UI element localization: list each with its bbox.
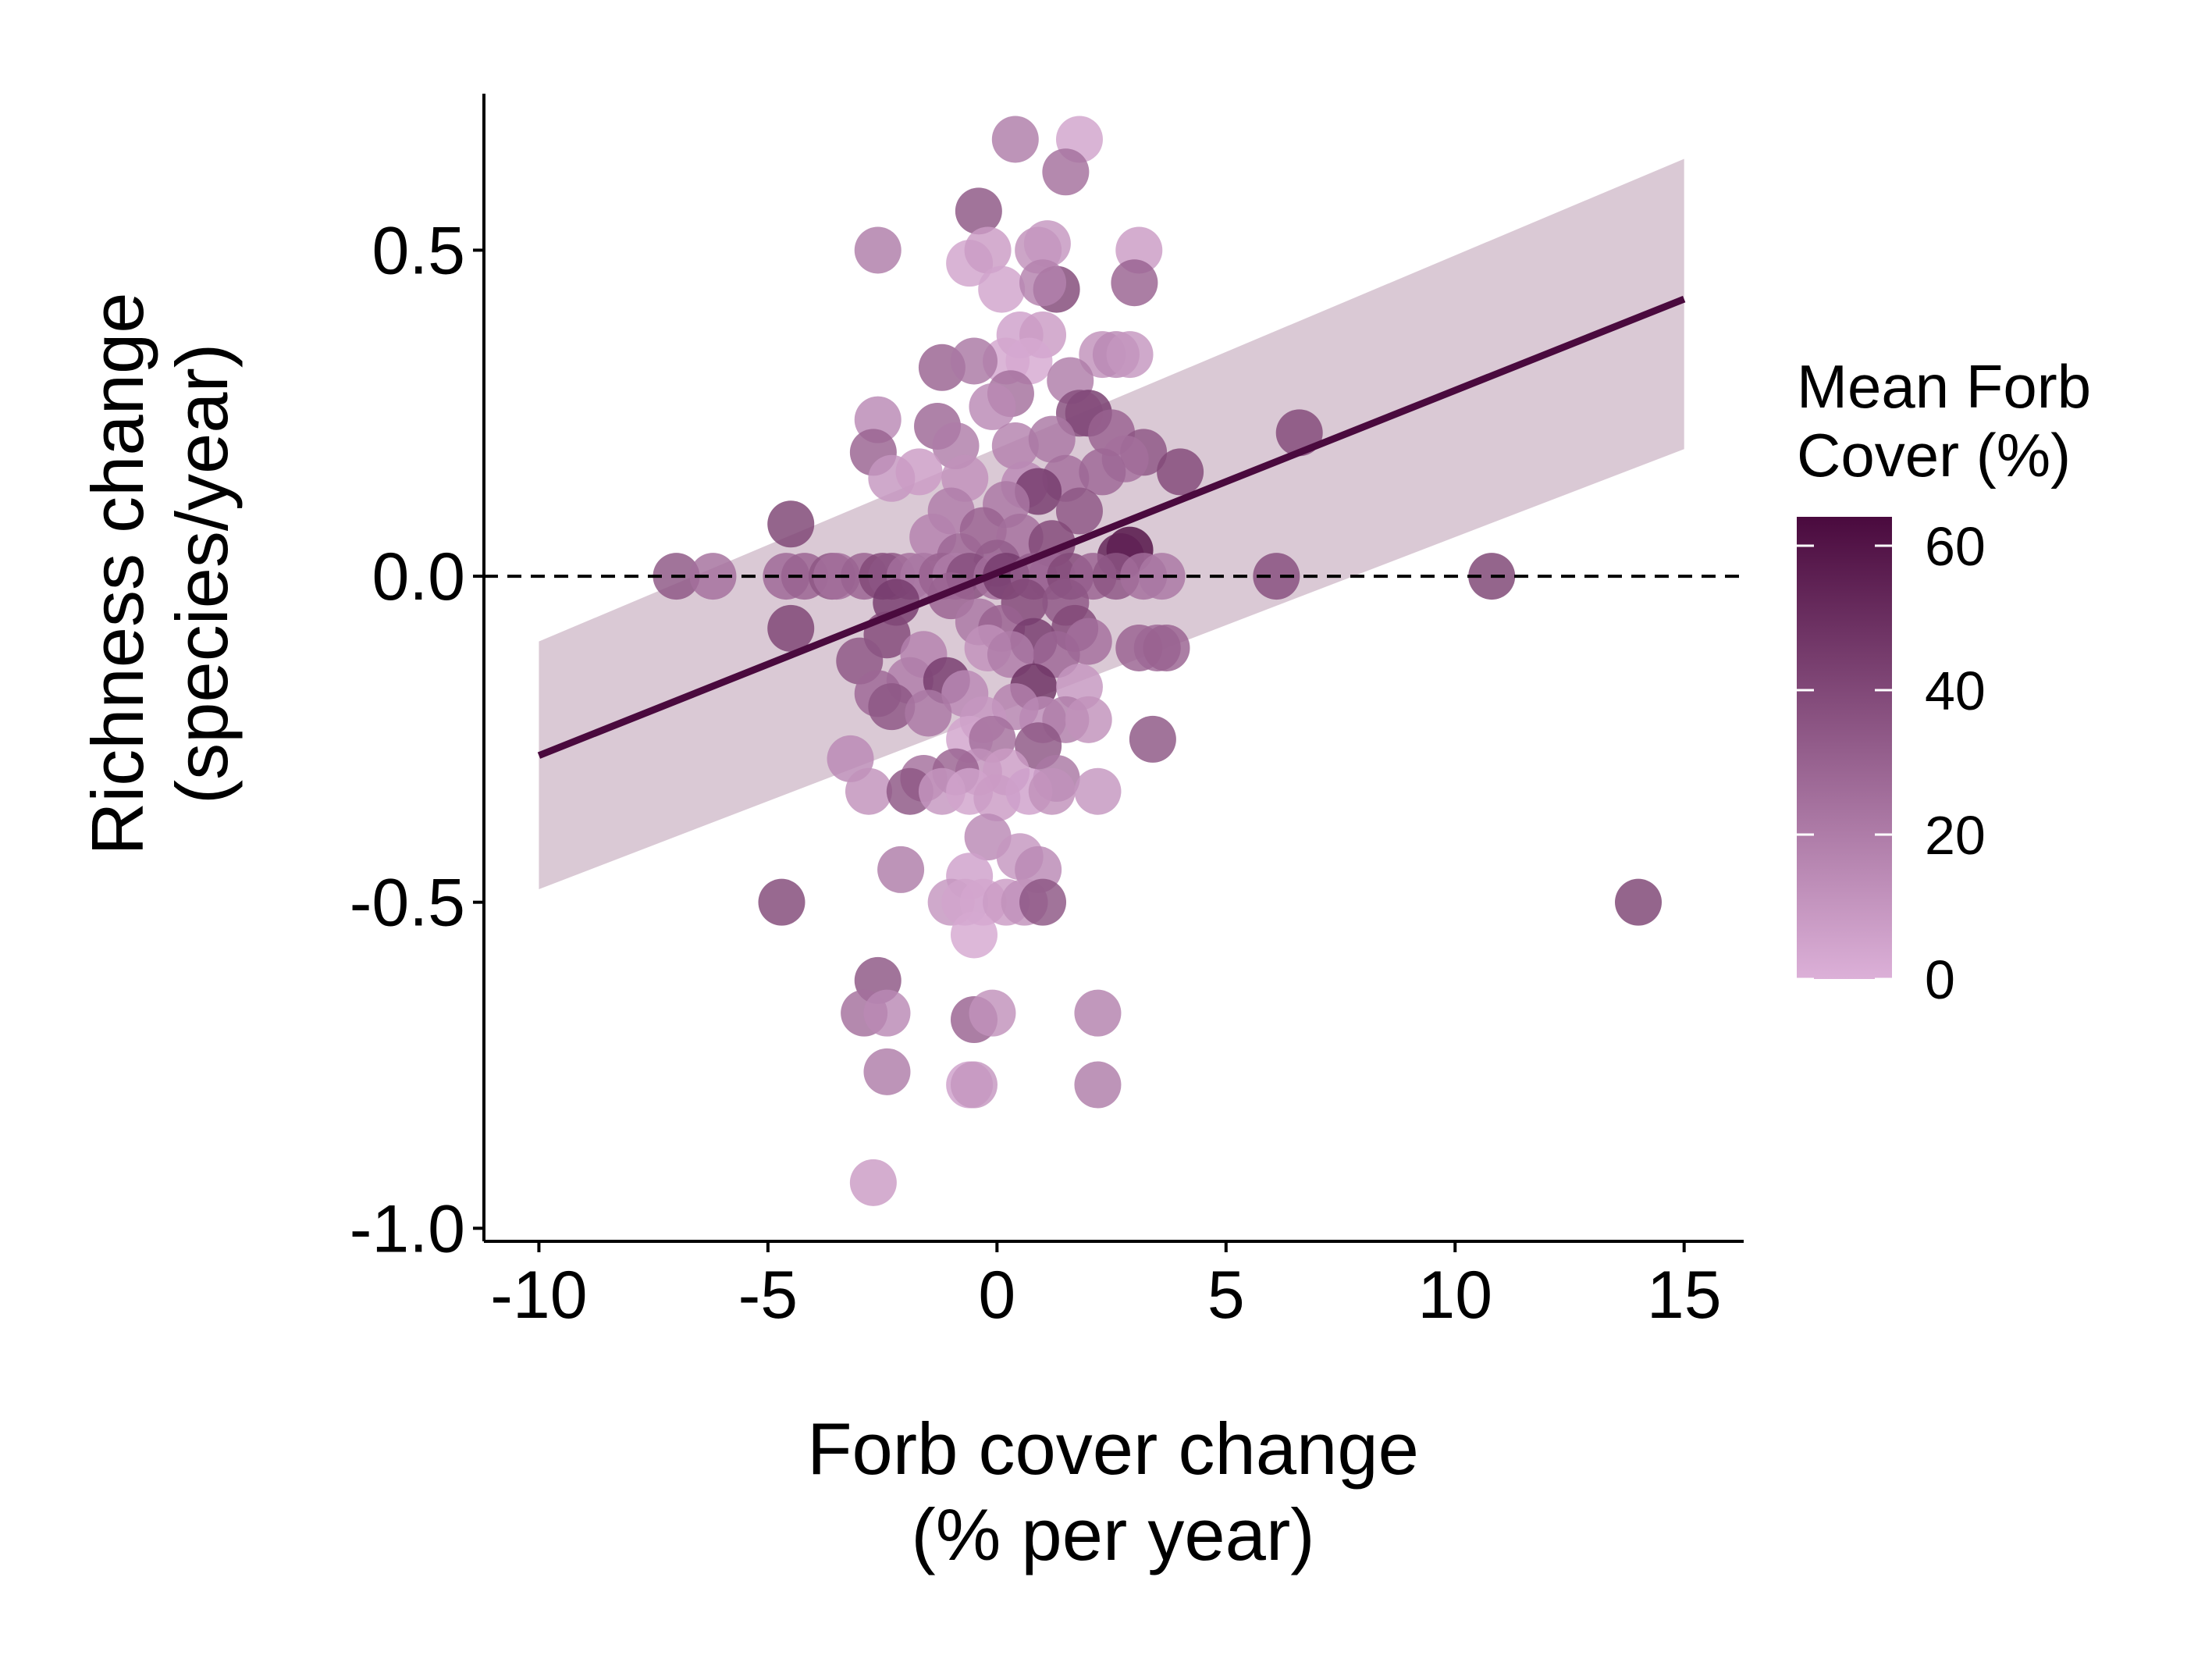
data-point	[863, 1048, 911, 1095]
colorbar-gradient	[1797, 517, 1892, 979]
data-point	[950, 337, 998, 385]
data-point	[689, 553, 737, 600]
data-point	[950, 911, 998, 959]
x-axis-title-line2: (% per year)	[911, 1493, 1314, 1575]
data-point	[1074, 1061, 1122, 1109]
data-point	[1065, 696, 1112, 743]
legend-title-line1: Mean Forb	[1797, 352, 2091, 421]
data-point	[1033, 631, 1080, 678]
y-tick-label: -0.5	[350, 866, 465, 941]
x-axis-ticks: -10 -5 0 5 10 15	[490, 1241, 1722, 1333]
data-point	[767, 604, 815, 652]
x-tick-label: -10	[490, 1258, 587, 1333]
data-point	[1111, 259, 1158, 307]
data-point	[1019, 259, 1067, 307]
legend-title-line2: Cover (%)	[1797, 421, 2071, 490]
data-point	[987, 631, 1034, 678]
data-point	[886, 767, 934, 815]
data-point	[854, 226, 902, 274]
y-tick-label: 0.5	[372, 213, 465, 288]
data-point	[845, 767, 893, 815]
data-point	[895, 448, 943, 496]
regression-line	[537, 295, 1686, 759]
data-point	[758, 878, 805, 926]
data-point	[969, 989, 1016, 1037]
y-axis-title-line1: Richness change	[76, 292, 158, 855]
data-point	[1028, 767, 1076, 815]
x-axis-title-line1: Forb cover change	[807, 1408, 1419, 1490]
data-point	[1019, 878, 1067, 926]
data-point	[1023, 220, 1071, 268]
y-tick-label: -1.0	[350, 1191, 465, 1266]
data-point	[969, 383, 1016, 430]
data-point	[1143, 624, 1190, 671]
colorbar-tick-label: 0	[1925, 949, 1955, 1010]
data-point	[767, 500, 815, 548]
data-point	[863, 989, 911, 1037]
data-point	[1055, 487, 1103, 535]
data-point	[1138, 553, 1186, 600]
data-point	[950, 1061, 998, 1109]
data-point	[1615, 878, 1663, 926]
data-point	[1079, 448, 1126, 496]
data-point	[1106, 331, 1154, 379]
colorbar-tick-label: 40	[1925, 660, 1986, 721]
data-point	[868, 683, 916, 731]
y-tick-label: 0.0	[372, 539, 465, 614]
colorbar-tick-label: 60	[1925, 516, 1986, 577]
data-point	[964, 226, 1012, 274]
data-point	[991, 422, 1039, 470]
y-axis-ticks: 0.5 0.0 -0.5 -1.0	[350, 213, 484, 1266]
data-point	[877, 846, 925, 893]
data-point	[849, 1159, 897, 1206]
data-point	[1028, 415, 1076, 463]
colorbar-legend: Mean Forb Cover (%) 0 20 40 60	[1797, 352, 2091, 1010]
data-point	[991, 116, 1039, 163]
data-point	[905, 689, 952, 737]
data-point	[1042, 148, 1090, 196]
colorbar-ticks: 0 20 40 60	[1797, 516, 1986, 1010]
x-tick-label: 0	[978, 1258, 1015, 1333]
colorbar-tick-label: 20	[1925, 805, 1986, 866]
data-point	[1253, 553, 1300, 600]
data-point	[1074, 989, 1122, 1037]
data-point	[955, 187, 1002, 235]
data-point	[1157, 448, 1204, 496]
x-tick-label: -5	[738, 1258, 798, 1333]
x-tick-label: 15	[1647, 1258, 1722, 1333]
data-point	[1074, 767, 1122, 815]
x-tick-label: 5	[1207, 1258, 1245, 1333]
data-point	[978, 265, 1026, 313]
x-tick-label: 10	[1417, 1258, 1492, 1333]
data-point	[1129, 715, 1176, 763]
y-axis-title-line2: (species/year)	[161, 344, 243, 804]
